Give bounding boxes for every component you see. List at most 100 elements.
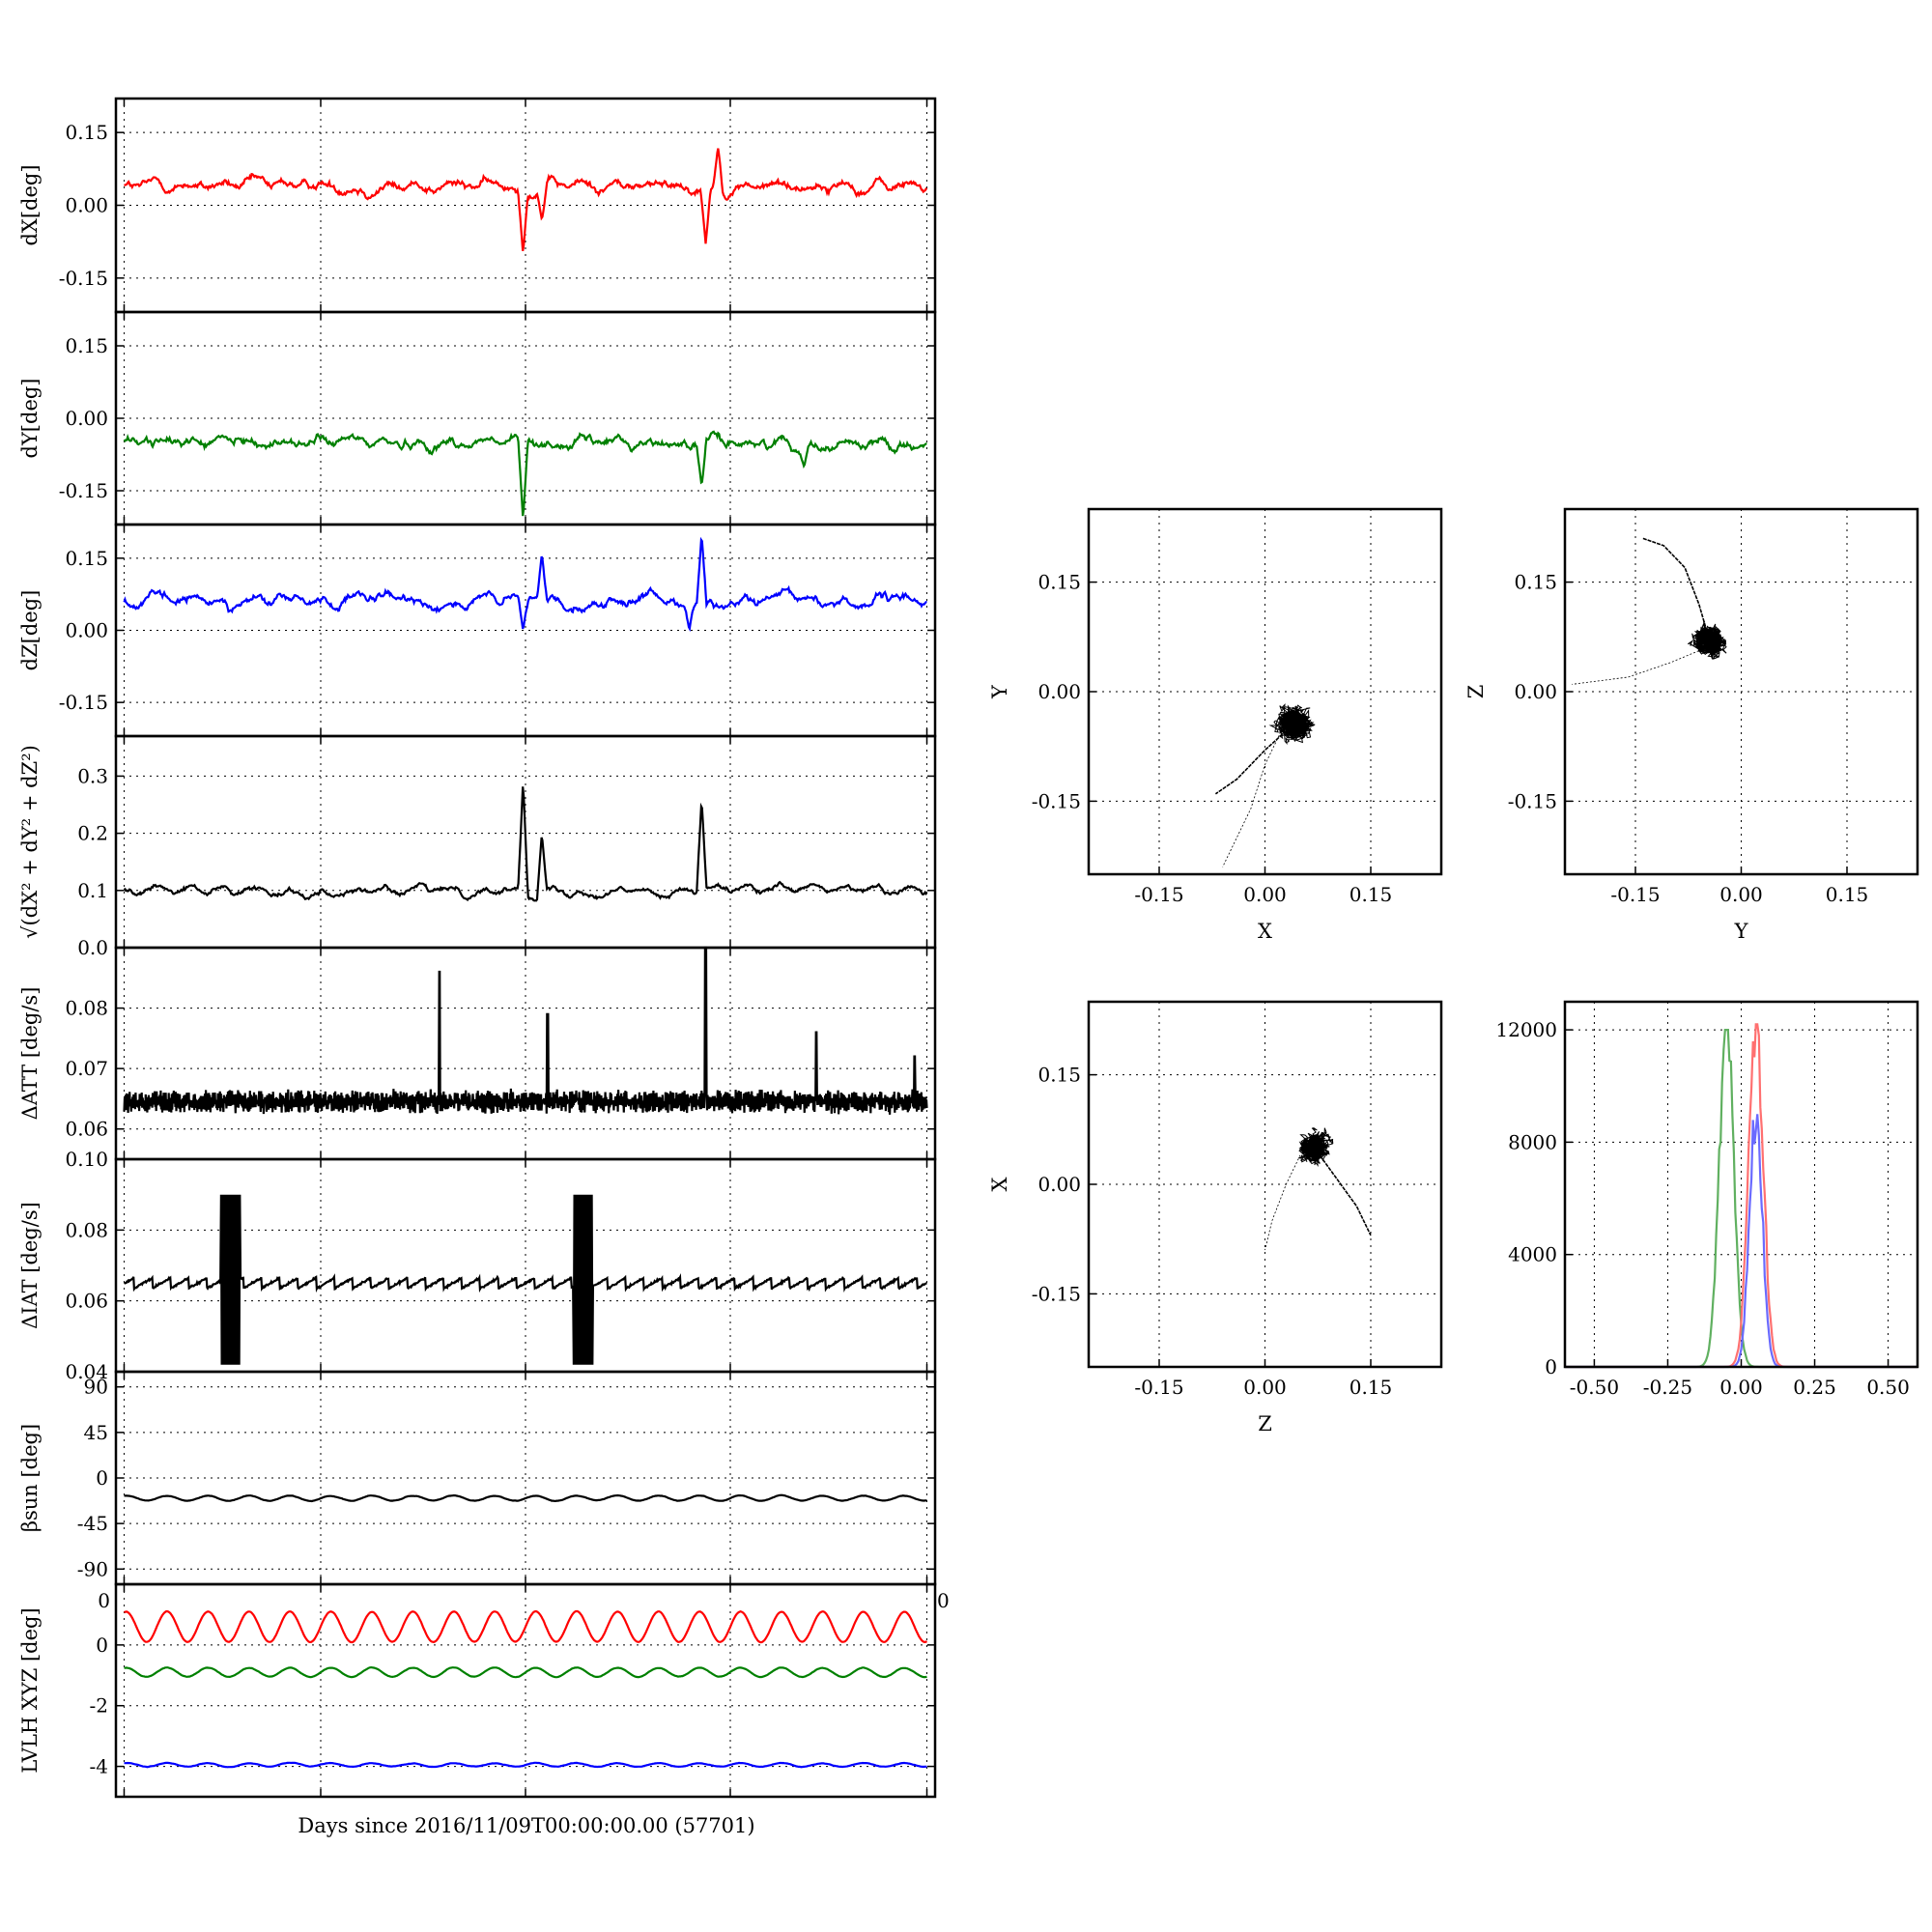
ytick-label: 0.08: [65, 1218, 108, 1241]
ytick-label: 0.00: [1514, 680, 1557, 703]
xtick-label: -0.25: [1643, 1376, 1692, 1399]
ytick-label: 0.07: [65, 1057, 108, 1080]
panel-dr: 0.3 0.2 0.1 0.0 √(dX² + dY² + dZ²): [18, 734, 937, 959]
trajectory-trail: [1214, 724, 1294, 795]
xtick-label: 0.15: [1350, 883, 1393, 906]
panel-zx: -0.15 0.00 0.15 0.15 0.00 -0.15 Z X: [988, 1000, 1443, 1435]
ytick-label: 45: [84, 1421, 108, 1444]
xtick-label: 0.15: [1826, 883, 1869, 906]
xtick-label: -0.15: [1610, 883, 1660, 906]
xtick-label: 0.50: [1866, 1376, 1910, 1399]
histogram-series-1: [1565, 1023, 1918, 1369]
ytick-label: 4000: [1508, 1243, 1557, 1266]
ytick-label: 0.3: [77, 764, 108, 787]
series-line: [124, 148, 928, 251]
ytick-label: 90: [84, 1376, 108, 1399]
trajectory-trail: [1264, 1154, 1301, 1251]
ytick-label: 0.15: [1514, 571, 1557, 594]
ytick-label: 0.1: [77, 879, 108, 902]
ytick-label: 0: [96, 1634, 108, 1657]
panel-hist: -0.50 -0.25 0.00 0.25 0.50 12000 8000 4000 0: [1495, 1000, 1919, 1399]
ytick-label: 0.15: [65, 334, 108, 357]
xtick-overflow-label: 0: [937, 1589, 950, 1612]
ytick-label: 0.04: [65, 1360, 108, 1383]
ytick-label: 0.06: [65, 1290, 108, 1313]
ytick-label: -2: [90, 1694, 108, 1718]
ytick-label: 0.08: [65, 997, 108, 1020]
xtick-label: 0.00: [1719, 883, 1763, 906]
xtick-label: 0.00: [1243, 883, 1287, 906]
ytick-label: 0.00: [1037, 1173, 1081, 1196]
panel-yz: -0.15 0.00 0.15 0.15 0.00 -0.15 Y Z: [1464, 507, 1919, 943]
scatter-cluster: [1268, 703, 1316, 745]
panels: 0.150.00-0.15dX[deg]0.150.00-0.15dY[deg]…: [18, 97, 1919, 1799]
panel-xy: -0.15 0.00 0.15 0.15 0.00 -0.15 X Y: [988, 507, 1443, 943]
xtick-label: -0.15: [1134, 883, 1183, 906]
series-line-1: [124, 1665, 927, 1679]
axes-frame: [1087, 507, 1443, 876]
axes-frame: [114, 946, 937, 1161]
ytick-label: 8000: [1508, 1130, 1557, 1153]
ytick-label: 0: [96, 1466, 108, 1490]
ylabel: dZ[deg]: [18, 590, 42, 671]
xtick-label: 0.00: [1243, 1376, 1287, 1399]
ytick-label: 0.06: [65, 1118, 108, 1141]
ytick-label: 0: [1545, 1355, 1557, 1378]
xtick-label: 0.15: [1350, 1376, 1393, 1399]
panel-dz: 0.15 0.00 -0.15 dZ[deg]: [18, 523, 937, 738]
ytick-label: -0.15: [59, 479, 108, 502]
ytick-label: -0.15: [59, 267, 108, 290]
ytick-label: 0.00: [65, 407, 108, 430]
ytick-label: -0.15: [59, 691, 108, 714]
ytick-label: 0.00: [65, 194, 108, 217]
ytick-label: -0.15: [1032, 1282, 1081, 1305]
trajectory-trail: [1222, 735, 1280, 867]
trajectory-trail: [1572, 647, 1707, 685]
panel-dx: 0.15 0.00 -0.15 dX[deg]: [18, 97, 937, 314]
xtick-label: -0.15: [1134, 1376, 1183, 1399]
ytick-label: 0.10: [65, 1148, 108, 1171]
ylabel: dY[deg]: [18, 378, 42, 458]
panel-beta: 90 45 0 -45 -90 βsun [deg]: [18, 1370, 937, 1586]
ylabel: dX[deg]: [18, 164, 42, 245]
axes-frame: [1563, 1000, 1919, 1369]
series-line: [124, 1493, 927, 1503]
xtick-label: -0.50: [1570, 1376, 1619, 1399]
xtick-label: 0.00: [1719, 1376, 1763, 1399]
xtick-label: 0.25: [1793, 1376, 1836, 1399]
scatter-cluster: [1688, 621, 1727, 661]
ylabel: Z: [1464, 685, 1488, 699]
panel-diat: 0.10 0.08 0.06 0.04 ΔIAT [deg/s]: [18, 1148, 937, 1383]
ytick-label: -45: [77, 1512, 108, 1535]
series-line: [123, 946, 928, 1115]
ytick-label: -0.15: [1508, 789, 1557, 812]
ylabel: ΔATT [deg/s]: [18, 987, 42, 1121]
xtick-overflow-label: 0: [98, 1589, 110, 1612]
ylabel: βsun [deg]: [18, 1424, 42, 1532]
ytick-label: 12000: [1495, 1018, 1557, 1041]
ytick-label: 0.00: [1037, 680, 1081, 703]
ytick-label: 0.2: [77, 822, 108, 845]
series-line: [123, 786, 928, 902]
trajectory-trail: [1642, 537, 1711, 641]
ytick-label: 0.15: [1037, 1064, 1081, 1087]
ytick-label: 0.00: [65, 619, 108, 642]
ylabel: √(dX² + dY² + dZ²): [18, 745, 42, 939]
axes-frame: [114, 1582, 937, 1799]
xlabel: Y: [1734, 920, 1749, 943]
ytick-label: -4: [90, 1755, 108, 1778]
series-line: [123, 1194, 927, 1365]
series-line: [123, 536, 927, 633]
axes-frame: [1087, 1000, 1443, 1369]
ytick-label: -90: [77, 1557, 108, 1580]
scatter-cluster: [1298, 1126, 1334, 1168]
ytick-label: -0.15: [1032, 789, 1081, 812]
xlabel: Z: [1258, 1412, 1272, 1435]
series-line-0: [124, 1609, 928, 1644]
figure-xlabel: Days since 2016/11/09T00:00:00.00 (57701…: [298, 1814, 754, 1837]
panel-datt: 0.08 0.07 0.06 ΔATT [deg/s]: [18, 946, 937, 1161]
ytick-label: 0.0: [77, 936, 108, 959]
panel-dy: 0.15 0.00 -0.15 dY[deg]: [18, 310, 937, 526]
xlabel: X: [1258, 920, 1272, 943]
ytick-label: 0.15: [65, 121, 108, 144]
